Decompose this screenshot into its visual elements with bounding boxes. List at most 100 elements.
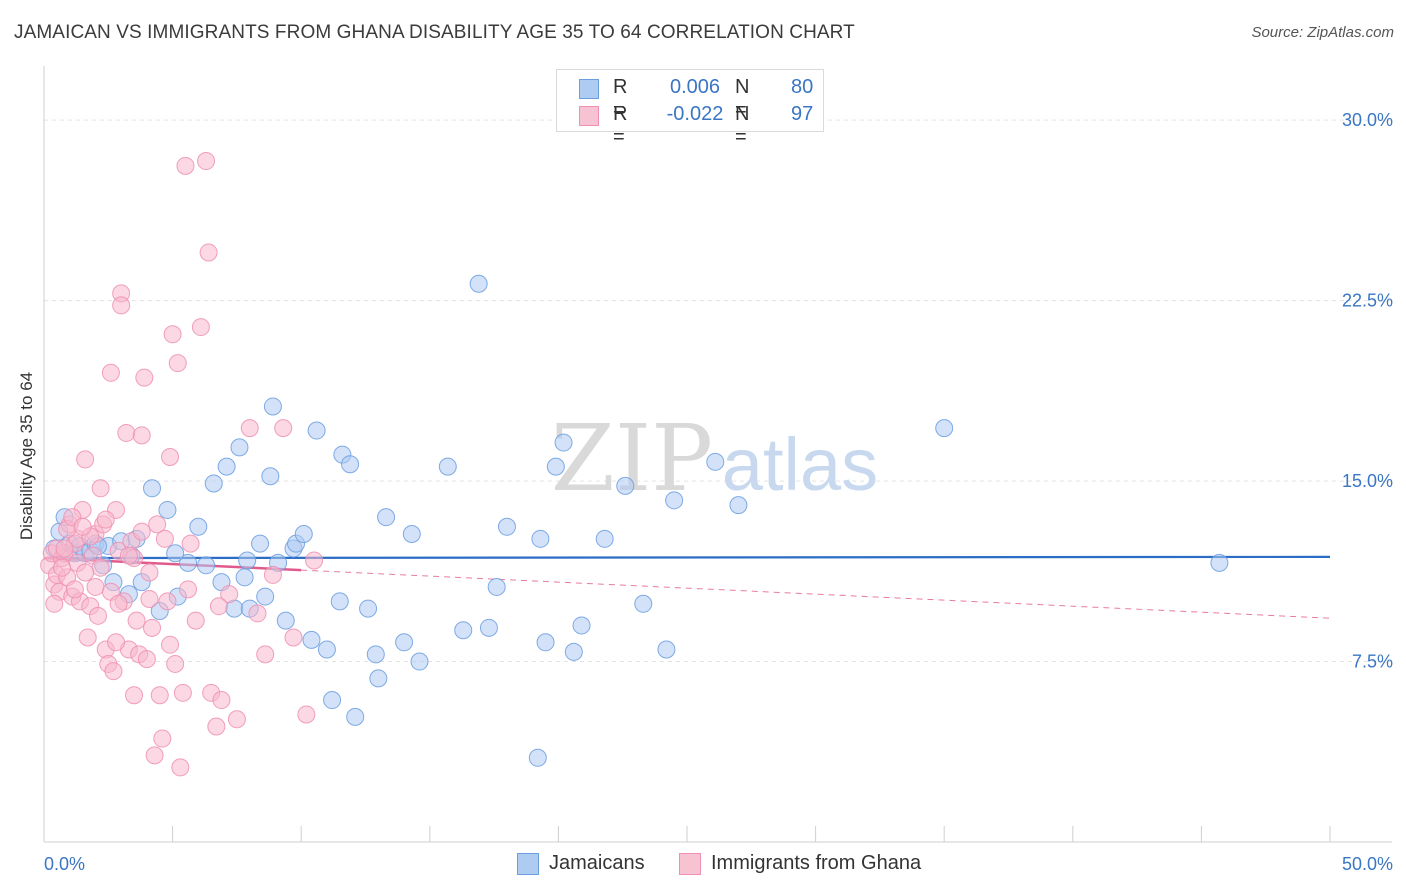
- data-point: [469, 274, 488, 293]
- data-point: [564, 642, 583, 661]
- data-point: [163, 325, 182, 344]
- data-point: [148, 515, 167, 534]
- data-point: [132, 522, 151, 541]
- data-point: [158, 500, 177, 519]
- data-point: [554, 433, 573, 452]
- n-label: N =: [735, 103, 750, 148]
- data-point: [176, 156, 195, 175]
- data-point: [248, 604, 267, 623]
- y-tick-label: 15.0%: [1342, 471, 1393, 491]
- data-point: [665, 491, 684, 510]
- data-point: [220, 585, 239, 604]
- data-point: [73, 517, 92, 536]
- data-point: [153, 729, 172, 748]
- r-value: -0.022: [666, 103, 724, 125]
- stats-legend: R = 0.006 N = 80 R = -0.022 N = 97: [556, 69, 824, 148]
- data-point: [323, 691, 342, 710]
- x-tick-labels: 0.0% 50.0%: [44, 854, 1393, 874]
- data-points: [40, 152, 1229, 777]
- data-point: [168, 354, 187, 373]
- data-point: [181, 534, 200, 553]
- data-point: [238, 551, 257, 570]
- axes: [43, 66, 1392, 843]
- data-point: [359, 599, 378, 618]
- data-point: [536, 633, 555, 652]
- data-point: [55, 539, 74, 558]
- data-point: [546, 457, 565, 476]
- data-point: [166, 654, 185, 673]
- data-point: [53, 558, 72, 577]
- data-point: [65, 580, 84, 599]
- data-point: [706, 452, 725, 471]
- data-point: [179, 553, 198, 572]
- watermark-atlas: atlas: [722, 423, 878, 506]
- data-point: [197, 556, 216, 575]
- y-tick-labels: 7.5% 15.0% 22.5% 30.0%: [1342, 110, 1393, 671]
- legend-swatch-jamaicans: [517, 853, 539, 875]
- data-point: [572, 616, 591, 635]
- data-point: [179, 580, 198, 599]
- data-point: [1210, 553, 1229, 572]
- data-point: [230, 438, 249, 457]
- data-point: [330, 592, 349, 611]
- data-point: [497, 517, 516, 536]
- data-point: [45, 594, 64, 613]
- y-tick-label: 22.5%: [1342, 291, 1393, 311]
- chart-title: JAMAICAN VS IMMIGRANTS FROM GHANA DISABI…: [14, 22, 855, 43]
- data-point: [135, 368, 154, 387]
- data-point: [161, 635, 180, 654]
- data-point: [263, 397, 282, 416]
- data-point: [261, 467, 280, 486]
- data-point: [657, 640, 676, 659]
- r-label: R =: [613, 76, 628, 121]
- data-point: [317, 640, 336, 659]
- data-point: [284, 628, 303, 647]
- legend-swatch-ghana: [679, 853, 701, 875]
- data-point: [86, 577, 105, 596]
- data-point: [125, 686, 144, 705]
- data-point: [150, 686, 169, 705]
- data-point: [616, 476, 635, 495]
- data-point: [137, 650, 156, 669]
- y-axis-label: Disability Age 35 to 64: [17, 372, 36, 540]
- data-point: [479, 618, 498, 637]
- series-legend: Jamaicans Immigrants from Ghana: [0, 851, 1406, 879]
- data-point: [209, 597, 228, 616]
- data-point: [91, 479, 110, 498]
- data-point: [197, 152, 216, 171]
- data-point: [346, 707, 365, 726]
- legend-swatch-ghana: [579, 106, 599, 126]
- data-point: [143, 479, 162, 498]
- data-point: [140, 563, 159, 582]
- data-point: [155, 529, 174, 548]
- n-label: N =: [735, 76, 750, 121]
- data-point: [171, 758, 190, 777]
- data-point: [212, 691, 231, 710]
- data-point: [487, 577, 506, 596]
- data-point: [112, 296, 131, 315]
- data-point: [341, 455, 360, 474]
- y-tick-label: 7.5%: [1352, 652, 1393, 672]
- data-point: [145, 746, 164, 765]
- series-ghana: [40, 152, 324, 777]
- watermark-zip: ZIP: [551, 405, 713, 512]
- r-label: R =: [613, 103, 628, 148]
- source-credit: Source: ZipAtlas.com: [1251, 24, 1394, 41]
- data-point: [186, 611, 205, 630]
- data-point: [91, 558, 110, 577]
- data-point: [89, 606, 108, 625]
- x-tick-label: 0.0%: [44, 854, 85, 874]
- x-tick-label: 50.0%: [1342, 854, 1393, 874]
- data-point: [302, 630, 321, 649]
- trend-line-extended: [301, 569, 1331, 619]
- data-point: [369, 669, 388, 688]
- data-point: [634, 594, 653, 613]
- data-point: [377, 508, 396, 527]
- data-point: [191, 318, 210, 337]
- data-point: [166, 544, 185, 563]
- data-point: [76, 450, 95, 469]
- data-point: [297, 705, 316, 724]
- data-point: [395, 633, 414, 652]
- data-point: [119, 546, 138, 565]
